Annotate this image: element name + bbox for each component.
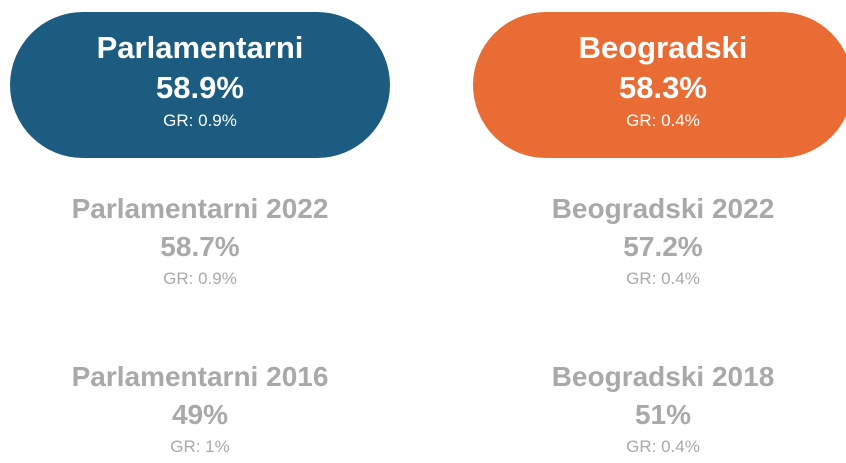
value: 58.7% xyxy=(160,231,240,262)
growth: GR: 0.9% xyxy=(163,269,237,288)
growth: GR: 1% xyxy=(170,437,230,456)
title: Parlamentarni xyxy=(96,30,304,65)
current-card: Beogradski 58.3% GR: 0.4% xyxy=(473,12,846,158)
title: Beogradski 2022 xyxy=(551,193,775,224)
value: 49% xyxy=(171,399,229,430)
value: 57.2% xyxy=(623,231,703,262)
history-item: Beogradski 2022 57.2% GR: 0.4% xyxy=(473,192,846,290)
history-item: Parlamentarni 2016 49% GR: 1% xyxy=(10,360,390,458)
title: Beogradski 2018 xyxy=(551,361,775,392)
title: Parlamentarni 2022 xyxy=(71,193,329,224)
title: Beogradski xyxy=(578,30,748,65)
value: 58.3% xyxy=(619,70,707,105)
history-item: Parlamentarni 2022 58.7% GR: 0.9% xyxy=(10,192,390,290)
growth: GR: 0.9% xyxy=(163,111,237,130)
growth: GR: 0.4% xyxy=(626,111,700,130)
history-item: Beogradski 2018 51% GR: 0.4% xyxy=(473,360,846,458)
value: 58.9% xyxy=(156,70,244,105)
column: Parlamentarni 58.9% GR: 0.9% Parlamentar… xyxy=(10,0,390,463)
growth: GR: 0.4% xyxy=(626,269,700,288)
column: Beogradski 58.3% GR: 0.4% Beogradski 202… xyxy=(473,0,846,463)
growth: GR: 0.4% xyxy=(626,437,700,456)
title: Parlamentarni 2016 xyxy=(71,361,329,392)
value: 51% xyxy=(634,399,692,430)
current-card: Parlamentarni 58.9% GR: 0.9% xyxy=(10,12,390,158)
